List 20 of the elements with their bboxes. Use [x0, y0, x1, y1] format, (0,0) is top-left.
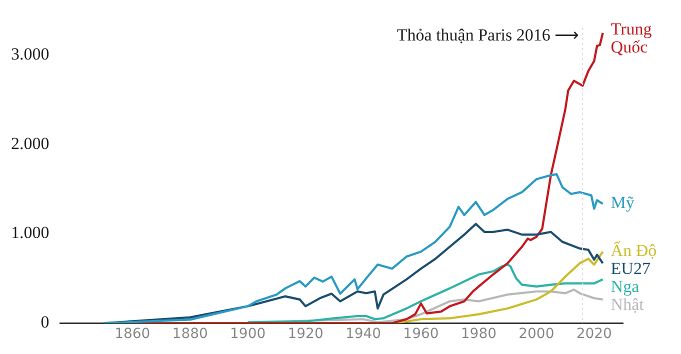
- x-tick-label: 1860: [114, 326, 150, 342]
- ref-line-label: Thỏa thuận Paris 2016 ⟶: [396, 25, 579, 44]
- x-tick-label: 1980: [460, 326, 497, 342]
- x-tick-label: 1960: [403, 326, 439, 342]
- y-tick-label: 1.000: [11, 223, 50, 242]
- y-tick-label: 0: [40, 312, 50, 332]
- x-tick-label: 2000: [518, 326, 554, 342]
- series-label: EU27: [610, 259, 651, 278]
- x-tick-label: 1880: [172, 326, 208, 342]
- x-tick-label: 1920: [288, 326, 324, 342]
- series-label: Nhật: [610, 295, 644, 314]
- y-tick-label: 3.000: [11, 44, 50, 64]
- y-tick-label: 2.000: [11, 134, 50, 153]
- series-label: Mỹ: [610, 193, 635, 212]
- series-label: Nga: [610, 277, 640, 296]
- x-tick-label: 1940: [345, 326, 382, 342]
- series-label: Trung Quốc: [610, 19, 652, 56]
- series-label: Ấn Độ: [610, 240, 657, 260]
- x-tick-label: 2020: [576, 326, 612, 342]
- x-tick-label: 1900: [230, 326, 266, 342]
